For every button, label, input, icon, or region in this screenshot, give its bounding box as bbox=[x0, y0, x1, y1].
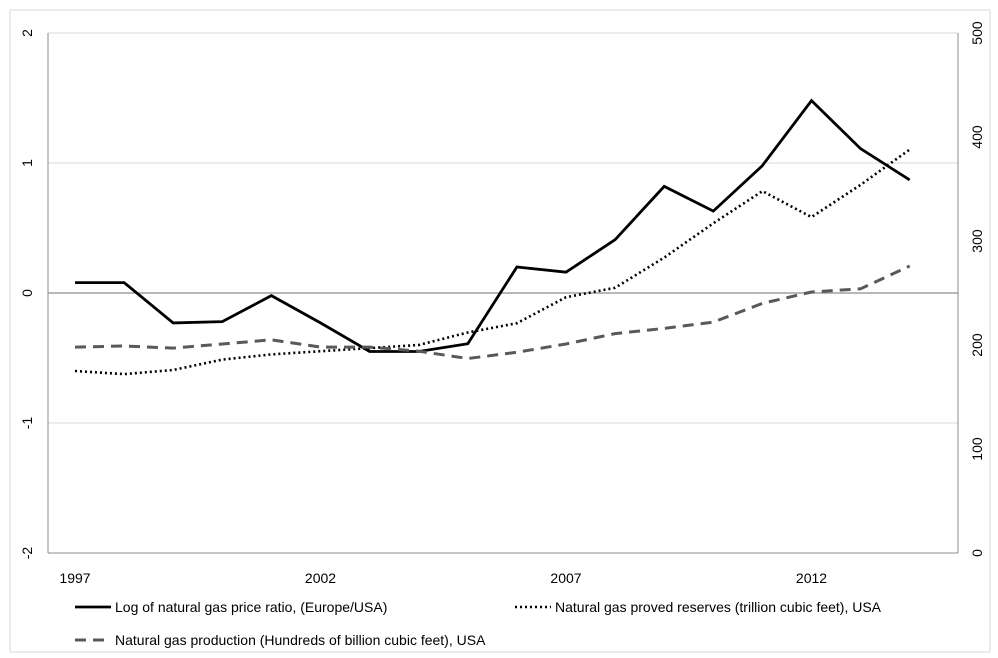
right-y-tick-label: 400 bbox=[969, 125, 985, 149]
series-line-solid bbox=[75, 98, 911, 353]
series-line-dotted bbox=[74, 148, 911, 376]
legend-label: Log of natural gas price ratio, (Europe/… bbox=[115, 599, 387, 615]
left-y-tick-label: -2 bbox=[19, 547, 35, 560]
legend-label: Natural gas proved reserves (trillion cu… bbox=[555, 599, 882, 615]
right-y-tick-label: 200 bbox=[969, 333, 985, 357]
left-y-tick-label: 1 bbox=[19, 159, 35, 167]
x-tick-label: 2002 bbox=[305, 570, 336, 586]
x-tick-label: 2007 bbox=[550, 570, 581, 586]
left-y-tick-label: -1 bbox=[19, 417, 35, 430]
left-y-tick-label: 0 bbox=[19, 289, 35, 297]
legend: Log of natural gas price ratio, (Europe/… bbox=[75, 599, 882, 648]
tick-labels: -2 -1 0 1 2 0 100 200 300 400 500 1997 2002 2007 2012 bbox=[19, 21, 985, 586]
left-y-tick-label: 2 bbox=[19, 29, 35, 37]
right-y-tick-label: 100 bbox=[969, 437, 985, 461]
right-y-tick-label: 0 bbox=[969, 549, 985, 557]
x-tick-label: 1997 bbox=[59, 570, 90, 586]
right-y-tick-label: 500 bbox=[969, 21, 985, 45]
x-tick-label: 2012 bbox=[796, 570, 827, 586]
chart-frame bbox=[9, 9, 991, 653]
axes bbox=[9, 9, 991, 653]
series-line-dashed bbox=[74, 264, 911, 361]
right-y-tick-label: 300 bbox=[969, 229, 985, 253]
legend-label: Natural gas production (Hundreds of bill… bbox=[115, 632, 486, 648]
series-lines bbox=[74, 98, 911, 376]
